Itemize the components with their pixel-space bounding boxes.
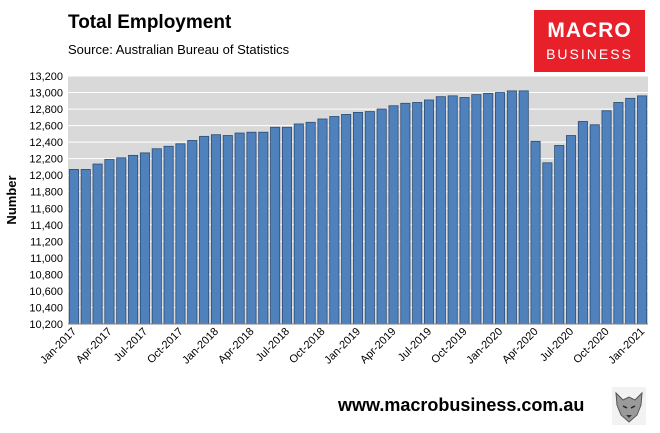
y-tick-label: 10,400 xyxy=(29,302,63,314)
bar-aug-2017 xyxy=(151,148,162,325)
wolf-logo-icon xyxy=(612,387,646,425)
y-tick-label: 11,000 xyxy=(30,253,63,265)
bar-nov-2019 xyxy=(471,94,482,325)
bar-jun-2020 xyxy=(554,145,565,325)
bar-jan-2020 xyxy=(495,92,506,325)
bar-oct-2020 xyxy=(601,110,612,325)
bar-dec-2017 xyxy=(199,135,210,325)
bar-feb-2017 xyxy=(80,169,91,325)
macrobusiness-logo: MACRO BUSINESS xyxy=(534,10,645,72)
logo-line-2: BUSINESS xyxy=(546,46,633,62)
bar-feb-2018 xyxy=(222,135,233,325)
bar-mar-2019 xyxy=(376,108,387,325)
bar-apr-2019 xyxy=(388,105,399,325)
x-tick-label: Apr-2019 xyxy=(358,326,398,366)
x-tick-label: Oct-2020 xyxy=(571,326,611,366)
x-tick-label: Oct-2018 xyxy=(287,326,327,366)
bar-jul-2020 xyxy=(566,135,577,325)
bar-jan-2021 xyxy=(637,95,648,325)
x-tick-label: Jan-2021 xyxy=(606,326,647,367)
x-tick-label: Jan-2019 xyxy=(322,326,363,367)
bar-feb-2019 xyxy=(364,111,375,325)
y-tick-label: 11,600 xyxy=(30,203,63,215)
x-tick-label: Oct-2019 xyxy=(429,326,469,366)
y-tick-label: 12,200 xyxy=(29,154,63,166)
x-tick-label: Apr-2018 xyxy=(216,326,256,366)
bar-nov-2018 xyxy=(329,116,340,325)
bar-dec-2020 xyxy=(625,97,636,325)
bar-jun-2019 xyxy=(412,102,423,325)
x-tick-label: Apr-2020 xyxy=(500,326,540,366)
x-tick-label: Apr-2017 xyxy=(74,326,114,366)
bar-sep-2017 xyxy=(163,145,174,325)
bar-dec-2019 xyxy=(483,92,494,325)
bar-jan-2018 xyxy=(210,134,221,325)
y-tick-label: 12,800 xyxy=(29,104,63,116)
bar-may-2017 xyxy=(116,157,127,325)
bar-apr-2020 xyxy=(530,140,541,325)
bar-jul-2018 xyxy=(281,126,292,325)
bars xyxy=(68,90,648,325)
y-tick-label: 12,000 xyxy=(29,170,63,182)
x-tick-label: Jan-2017 xyxy=(38,326,79,367)
y-tick-label: 11,200 xyxy=(30,236,63,248)
bar-sep-2020 xyxy=(589,124,600,325)
x-tick-label: Jan-2020 xyxy=(464,326,505,367)
x-axis: Jan-2017Apr-2017Jul-2017Oct-2017Jan-2018… xyxy=(38,326,647,367)
y-tick-label: 10,600 xyxy=(29,286,63,298)
x-tick-label: Jan-2018 xyxy=(180,326,221,367)
bar-jul-2019 xyxy=(424,99,435,325)
bar-sep-2019 xyxy=(447,95,458,325)
y-tick-label: 12,600 xyxy=(29,121,63,133)
bar-may-2018 xyxy=(258,131,269,325)
bar-mar-2017 xyxy=(92,163,103,325)
bar-jan-2017 xyxy=(68,169,79,325)
bar-feb-2020 xyxy=(506,90,517,325)
bar-jan-2019 xyxy=(352,111,364,325)
bar-may-2019 xyxy=(400,102,411,325)
y-tick-label: 10,800 xyxy=(29,269,63,281)
bar-apr-2018 xyxy=(246,131,257,325)
bar-jun-2017 xyxy=(128,154,139,325)
bar-mar-2018 xyxy=(234,132,245,325)
bar-aug-2020 xyxy=(577,121,588,325)
y-tick-label: 12,400 xyxy=(29,137,63,149)
bar-jul-2017 xyxy=(139,152,150,325)
y-tick-label: 13,000 xyxy=(29,88,63,100)
bar-aug-2019 xyxy=(435,96,446,325)
website-url: www.macrobusiness.com.au xyxy=(338,395,585,415)
bar-may-2020 xyxy=(542,162,553,325)
bar-dec-2018 xyxy=(341,114,352,325)
chart-title: Total Employment xyxy=(68,12,232,33)
bar-mar-2020 xyxy=(518,90,529,325)
bar-jun-2018 xyxy=(270,126,281,325)
y-axis-label: Number xyxy=(4,175,19,224)
y-axis: 10,200 10,400 10,600 10,800 11,000 11,200 11,4… xyxy=(29,71,63,331)
x-tick-label: Oct-2017 xyxy=(145,326,185,366)
chart-subtitle: Source: Australian Bureau of Statistics xyxy=(68,42,290,57)
bar-nov-2017 xyxy=(187,140,198,325)
bar-apr-2017 xyxy=(104,159,115,325)
bar-oct-2017 xyxy=(175,143,186,325)
bar-sep-2018 xyxy=(305,121,316,325)
logo-line-1: MACRO xyxy=(547,19,632,42)
bar-oct-2018 xyxy=(317,118,328,325)
y-tick-label: 13,200 xyxy=(29,71,63,83)
y-tick-label: 11,400 xyxy=(30,220,63,232)
bar-nov-2020 xyxy=(613,102,624,325)
bar-aug-2018 xyxy=(293,123,304,325)
bar-oct-2019 xyxy=(459,97,470,325)
y-tick-label: 11,800 xyxy=(30,187,63,199)
y-tick-label: 10,200 xyxy=(29,319,63,331)
